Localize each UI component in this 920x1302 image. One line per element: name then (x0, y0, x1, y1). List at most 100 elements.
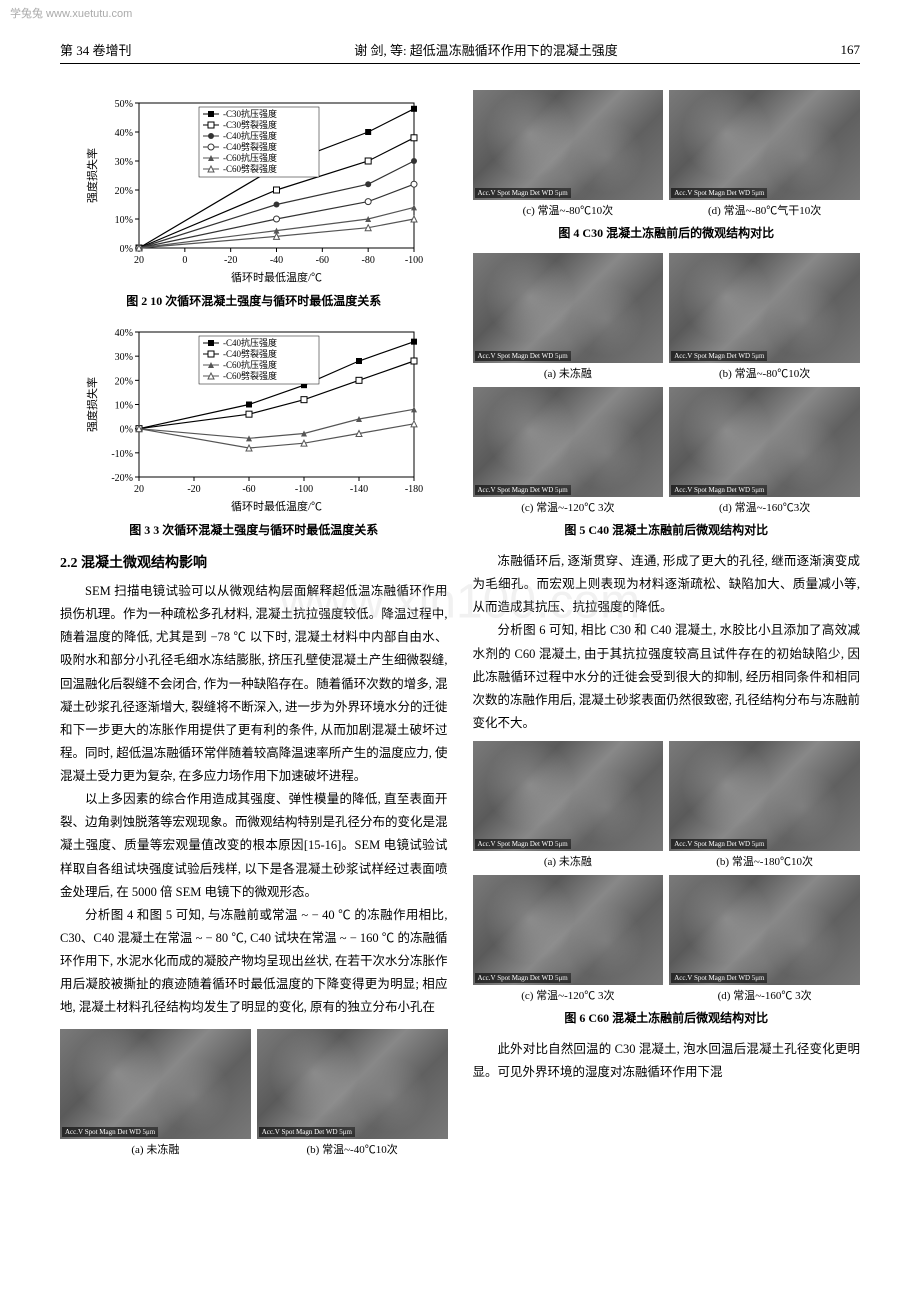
svg-text:20%: 20% (114, 186, 132, 197)
sem-label: (c) 常温~-120℃ 3次 (473, 987, 664, 1003)
watermark-top: 学兔兔 www.xuetutu.com (10, 5, 132, 21)
scalebar-text: Acc.V Spot Magn Det WD 5μm (259, 1127, 355, 1137)
sem-label: (b) 常温~-80℃10次 (669, 365, 860, 381)
sem-image: Acc.V Spot Magn Det WD 5μm (473, 875, 664, 985)
fig3-caption: 图 3 3 次循环混凝土强度与循环时最低温度关系 (60, 521, 448, 538)
sem-panel: Acc.V Spot Magn Det WD 5μm (a) 未冻融 (473, 253, 664, 381)
fig3-chart: -20%-10%0%10%20%30%40%20-20-60-100-140-1… (60, 321, 448, 513)
svg-text:40%: 40% (114, 128, 132, 139)
sem-label: (c) 常温~-120℃ 3次 (473, 499, 664, 515)
scalebar-text: Acc.V Spot Magn Det WD 5μm (475, 188, 571, 198)
sem-label: (a) 未冻融 (473, 365, 664, 381)
svg-text:-C40劈裂强度: -C40劈裂强度 (223, 348, 277, 359)
sem-image: Acc.V Spot Magn Det WD 5μm (473, 253, 664, 363)
fig5-grid: Acc.V Spot Magn Det WD 5μm (a) 未冻融 Acc.V… (473, 253, 861, 515)
sem-panel: Acc.V Spot Magn Det WD 5μm (b) 常温~-40℃10… (257, 1029, 448, 1157)
svg-text:0%: 0% (119, 244, 132, 255)
sem-panel: Acc.V Spot Magn Det WD 5μm (d) 常温~-160℃ … (669, 875, 860, 1003)
scalebar-text: Acc.V Spot Magn Det WD 5μm (671, 839, 767, 849)
fig4-caption: 图 4 C30 混凝土冻融前后的微观结构对比 (473, 224, 861, 241)
sem-label: (c) 常温~-80℃10次 (473, 202, 664, 218)
sem-image: Acc.V Spot Magn Det WD 5μm (473, 387, 664, 497)
svg-text:0: 0 (182, 255, 187, 266)
sem-image: Acc.V Spot Magn Det WD 5μm (669, 253, 860, 363)
svg-text:-20: -20 (224, 255, 237, 266)
svg-text:-C40劈裂强度: -C40劈裂强度 (223, 141, 277, 152)
fig3-svg: -20%-10%0%10%20%30%40%20-20-60-100-140-1… (84, 322, 424, 512)
svg-text:-140: -140 (350, 484, 368, 495)
svg-text:-C40抗压强度: -C40抗压强度 (223, 130, 277, 141)
sem-label: (b) 常温~-180℃10次 (669, 853, 860, 869)
sem-label: (b) 常温~-40℃10次 (257, 1141, 448, 1157)
svg-text:-C60劈裂强度: -C60劈裂强度 (223, 370, 277, 381)
header-page-number: 167 (840, 42, 860, 58)
svg-text:-C60劈裂强度: -C60劈裂强度 (223, 163, 277, 174)
scalebar-text: Acc.V Spot Magn Det WD 5μm (475, 351, 571, 361)
sem-image: Acc.V Spot Magn Det WD 5μm (669, 90, 860, 200)
sem-label: (d) 常温~-80℃气干10次 (669, 202, 860, 218)
section-2-2-title: 2.2 混凝土微观结构影响 (60, 552, 448, 572)
two-column-layout: 0%10%20%30%40%50%200-20-40-60-80-100循环时最… (60, 84, 860, 1163)
svg-text:-40: -40 (270, 255, 283, 266)
svg-text:-80: -80 (361, 255, 374, 266)
svg-text:-20: -20 (187, 484, 200, 495)
svg-text:-C40抗压强度: -C40抗压强度 (223, 337, 277, 348)
page: 学兔兔 www.xuetutu.com www.xin100.com 第 34 … (0, 0, 920, 1203)
svg-text:循环时最低温度/℃: 循环时最低温度/℃ (231, 270, 322, 283)
svg-text:-C60抗压强度: -C60抗压强度 (223, 359, 277, 370)
scalebar-text: Acc.V Spot Magn Det WD 5μm (62, 1127, 158, 1137)
right-column: Acc.V Spot Magn Det WD 5μm (c) 常温~-80℃10… (473, 84, 861, 1163)
svg-text:0%: 0% (119, 425, 132, 436)
scalebar-text: Acc.V Spot Magn Det WD 5μm (475, 973, 571, 983)
sem-panel: Acc.V Spot Magn Det WD 5μm (b) 常温~-180℃1… (669, 741, 860, 869)
fig2-svg: 0%10%20%30%40%50%200-20-40-60-80-100循环时最… (84, 93, 424, 283)
sem-panel: Acc.V Spot Magn Det WD 5μm (d) 常温~-80℃气干… (669, 90, 860, 218)
right-p1: 冻融循环后, 逐渐贯穿、连通, 形成了更大的孔径, 继而逐渐演变成为毛细孔。而宏… (473, 550, 861, 619)
sem-label: (d) 常温~-160℃3次 (669, 499, 860, 515)
header-title: 谢 剑, 等: 超低温冻融循环作用下的混凝土强度 (354, 40, 618, 59)
right-p2: 分析图 6 可知, 相比 C30 和 C40 混凝土, 水胶比小且添加了高效减水… (473, 619, 861, 735)
sem-label: (a) 未冻融 (60, 1141, 251, 1157)
scalebar-text: Acc.V Spot Magn Det WD 5μm (671, 351, 767, 361)
fig2-caption: 图 2 10 次循环混凝土强度与循环时最低温度关系 (60, 292, 448, 309)
svg-text:20: 20 (134, 484, 144, 495)
sem-image: Acc.V Spot Magn Det WD 5μm (257, 1029, 448, 1139)
fig2-chart: 0%10%20%30%40%50%200-20-40-60-80-100循环时最… (60, 92, 448, 284)
right-p3: 此外对比自然回温的 C30 混凝土, 泡水回温后混凝土孔径变化更明显。可见外界环… (473, 1038, 861, 1084)
svg-text:-C60抗压强度: -C60抗压强度 (223, 152, 277, 163)
sem-image: Acc.V Spot Magn Det WD 5μm (473, 741, 664, 851)
svg-text:10%: 10% (114, 401, 132, 412)
page-header: 第 34 卷增刊 谢 剑, 等: 超低温冻融循环作用下的混凝土强度 167 (60, 40, 860, 64)
fig5-caption: 图 5 C40 混凝土冻融前后微观结构对比 (473, 521, 861, 538)
svg-text:40%: 40% (114, 328, 132, 339)
svg-text:30%: 30% (114, 352, 132, 363)
sem-image: Acc.V Spot Magn Det WD 5μm (669, 387, 860, 497)
svg-text:-C30劈裂强度: -C30劈裂强度 (223, 119, 277, 130)
sem-panel: Acc.V Spot Magn Det WD 5μm (c) 常温~-80℃10… (473, 90, 664, 218)
sem-panel: Acc.V Spot Magn Det WD 5μm (a) 未冻融 (473, 741, 664, 869)
left-bottom-sem-grid: Acc.V Spot Magn Det WD 5μm (a) 未冻融 Acc.V… (60, 1029, 448, 1157)
svg-text:20: 20 (134, 255, 144, 266)
svg-text:-C30抗压强度: -C30抗压强度 (223, 108, 277, 119)
svg-text:-10%: -10% (111, 449, 133, 460)
sem-panel: Acc.V Spot Magn Det WD 5μm (d) 常温~-160℃3… (669, 387, 860, 515)
sem-panel: Acc.V Spot Magn Det WD 5μm (b) 常温~-80℃10… (669, 253, 860, 381)
sem-label: (d) 常温~-160℃ 3次 (669, 987, 860, 1003)
svg-text:10%: 10% (114, 215, 132, 226)
svg-text:-20%: -20% (111, 473, 133, 484)
svg-text:强度损失率: 强度损失率 (85, 377, 99, 432)
svg-text:-60: -60 (242, 484, 255, 495)
svg-text:-100: -100 (405, 255, 423, 266)
fig6-grid: Acc.V Spot Magn Det WD 5μm (a) 未冻融 Acc.V… (473, 741, 861, 1003)
scalebar-text: Acc.V Spot Magn Det WD 5μm (671, 485, 767, 495)
sem-label: (a) 未冻融 (473, 853, 664, 869)
svg-text:20%: 20% (114, 376, 132, 387)
fig6-caption: 图 6 C60 混凝土冻融前后微观结构对比 (473, 1009, 861, 1026)
sem-image: Acc.V Spot Magn Det WD 5μm (669, 875, 860, 985)
svg-text:-100: -100 (295, 484, 313, 495)
svg-text:30%: 30% (114, 157, 132, 168)
body-p3: 分析图 4 和图 5 可知, 与冻融前或常温 ~ − 40 ℃ 的冻融作用相比,… (60, 904, 448, 1020)
body-p1: SEM 扫描电镜试验可以从微观结构层面解释超低温冻融循环作用损伤机理。作为一种疏… (60, 580, 448, 788)
svg-text:-60: -60 (315, 255, 328, 266)
scalebar-text: Acc.V Spot Magn Det WD 5μm (475, 839, 571, 849)
